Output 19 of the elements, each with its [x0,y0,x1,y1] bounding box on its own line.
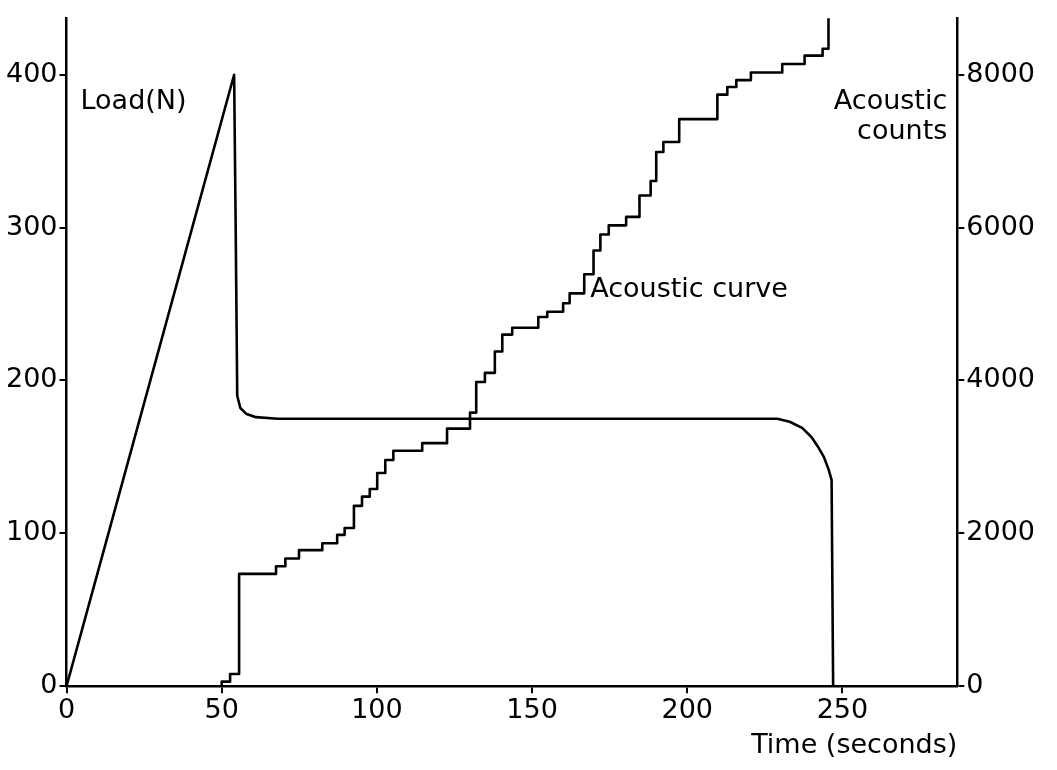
x-tick-label: 100 [351,693,403,725]
y2-axis-title: Acoustic counts [833,84,948,146]
y-tick-label: 400 [5,56,58,88]
y-tick-label: 200 [5,362,58,394]
y2-tick-label: 8000 [966,56,1036,88]
y-tick-label: 0 [40,668,58,700]
y2-tick-label: 6000 [966,209,1036,241]
y-tick-label: 300 [5,209,58,241]
y2-tick-label: 0 [966,668,984,700]
y-tick-label: 100 [5,515,58,547]
x-axis-title: Time (seconds) [750,727,958,759]
x-tick-label: 250 [816,693,869,725]
series-label: Acoustic curve [590,272,788,304]
y-axis-title: Load(N) [80,84,187,116]
x-tick-label: 200 [661,693,714,725]
x-tick-label: 50 [204,693,239,725]
y2-tick-label: 2000 [966,515,1036,547]
y2-tick-label: 4000 [966,362,1036,394]
x-tick-label: 150 [506,693,558,725]
